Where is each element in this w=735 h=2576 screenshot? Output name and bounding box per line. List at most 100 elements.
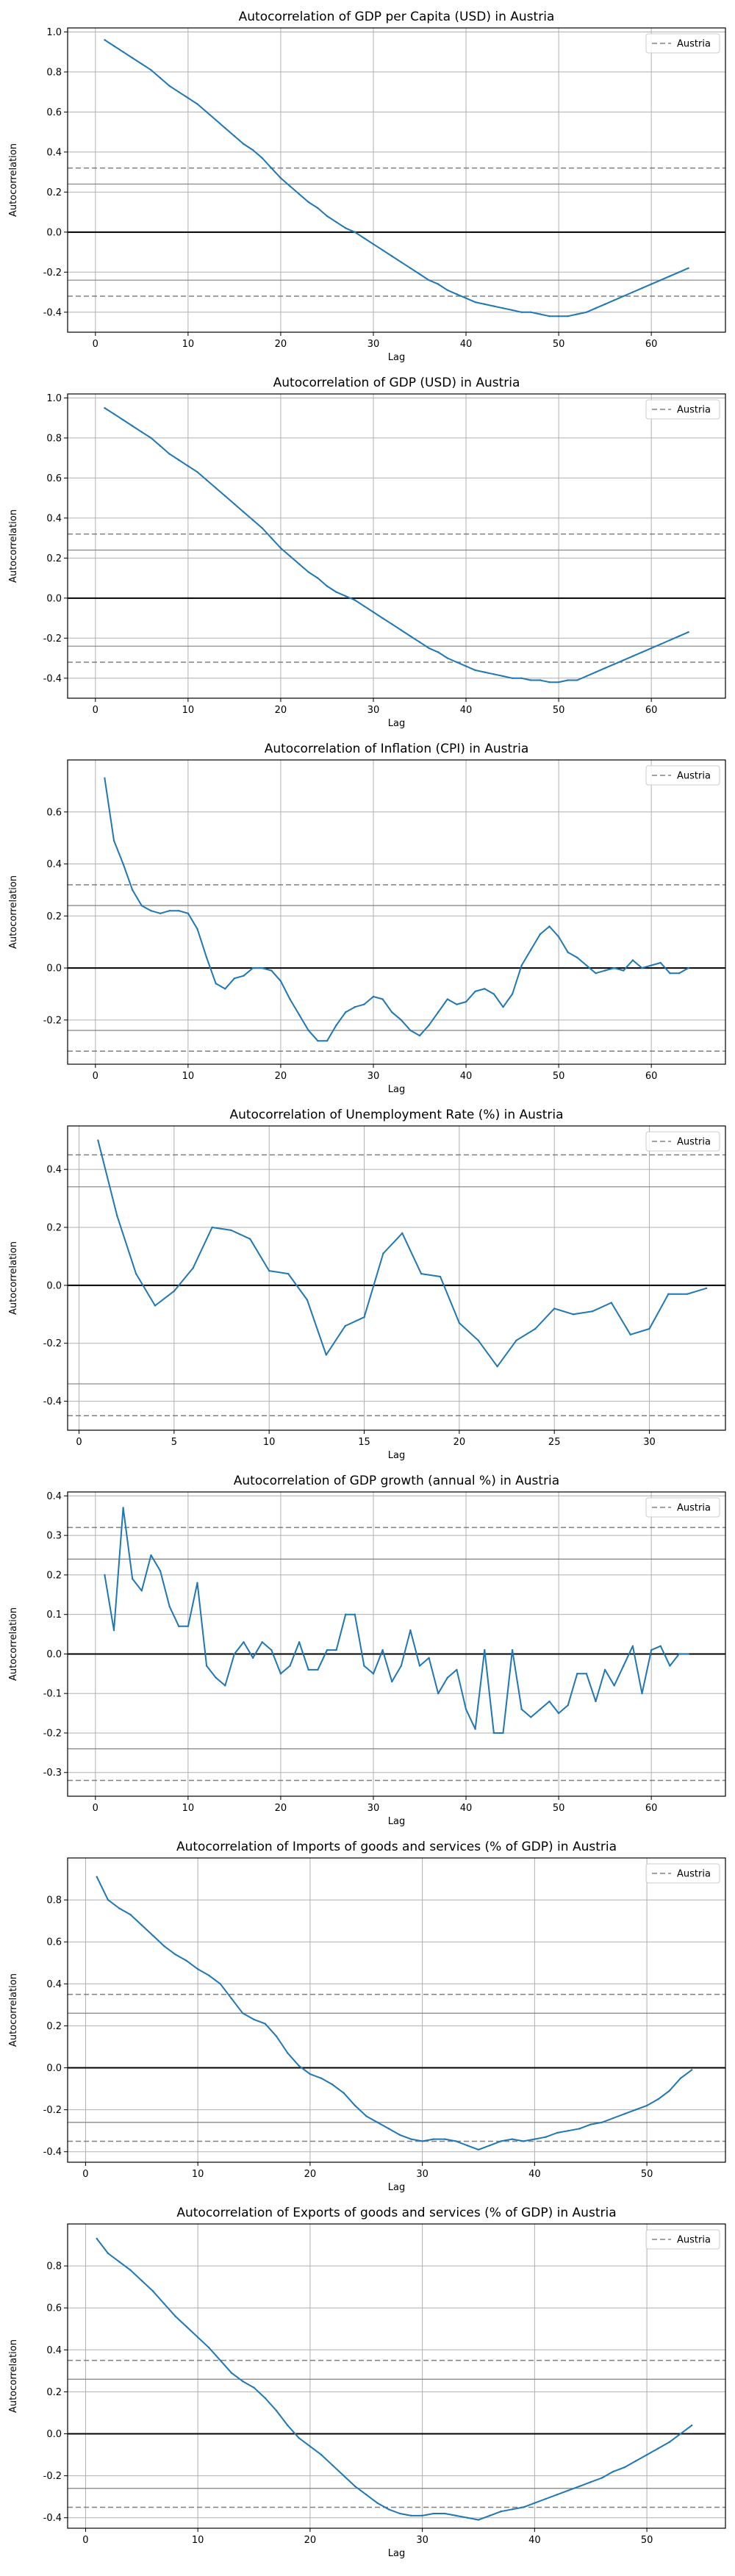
data-point: [129, 2269, 132, 2272]
data-point: [208, 1974, 210, 1977]
data-point: [511, 1648, 514, 1651]
data-point: [446, 1676, 449, 1679]
data-point: [690, 2069, 693, 2071]
y-axis-label: Autocorrelation: [8, 1607, 19, 1681]
data-point: [557, 315, 560, 317]
data-point: [556, 2494, 559, 2496]
data-point: [354, 2485, 356, 2488]
data-point: [409, 1629, 412, 1632]
x-tick-label: 0: [82, 2169, 88, 2180]
data-point: [372, 995, 375, 998]
data-point: [205, 1665, 208, 1667]
chart-panel-7: Autocorrelation of Exports of goods and …: [8, 2206, 726, 2559]
data-point: [678, 635, 681, 637]
data-point: [132, 1578, 134, 1580]
plot-area: [68, 2224, 725, 2528]
data-point: [96, 1876, 98, 1878]
data-point: [629, 1333, 631, 1336]
data-point: [104, 39, 106, 41]
data-point: [539, 1708, 542, 1710]
y-axis-label: Autocorrelation: [8, 2339, 19, 2413]
chart-panel-6: Autocorrelation of Imports of goods and …: [8, 1840, 726, 2193]
chart-title: Autocorrelation of GDP growth (annual %)…: [234, 1474, 559, 1488]
x-tick-label: 0: [82, 2535, 88, 2546]
data-point: [603, 1668, 606, 1671]
data-point: [539, 313, 542, 315]
y-tick-label: 0.4: [46, 1979, 62, 1990]
data-point: [275, 2409, 278, 2412]
y-tick-label: 0.0: [46, 1280, 62, 1291]
data-point: [335, 1024, 337, 1027]
data-point: [326, 1648, 329, 1651]
data-point: [150, 68, 152, 71]
x-tick-label: 10: [182, 1071, 195, 1082]
data-point: [261, 1641, 263, 1643]
data-point: [279, 980, 282, 982]
data-point: [381, 1648, 384, 1651]
y-tick-label: -0.1: [43, 1689, 62, 1700]
data-point: [196, 1968, 199, 1970]
data-point: [354, 1005, 356, 1008]
data-point: [390, 623, 393, 625]
data-point: [623, 1665, 625, 1667]
data-point: [511, 2138, 514, 2140]
x-tick-label: 30: [368, 1803, 380, 1814]
data-point: [690, 2424, 693, 2427]
data-point: [96, 2237, 98, 2240]
data-point: [650, 647, 653, 650]
chart-title: Autocorrelation of Unemployment Rate (%)…: [229, 1108, 563, 1122]
data-point: [174, 1953, 176, 1956]
data-point: [603, 969, 606, 972]
data-point: [326, 585, 329, 587]
y-tick-label: 0.1: [46, 1610, 62, 1621]
x-tick-label: 60: [645, 339, 658, 350]
axes-frame: [67, 1857, 726, 2163]
data-point: [112, 839, 115, 842]
y-tick-label: 0.0: [46, 2063, 62, 2074]
x-tick-label: 10: [182, 339, 195, 350]
data-point: [116, 1215, 118, 1217]
data-point: [211, 1226, 213, 1229]
data-point: [363, 605, 365, 607]
data-point: [484, 671, 486, 673]
y-tick-label: 0.2: [46, 2021, 62, 2032]
data-point: [104, 406, 106, 409]
data-point: [270, 1648, 273, 1651]
data-point: [118, 2261, 121, 2263]
data-point: [623, 2113, 625, 2115]
data-point: [465, 297, 467, 299]
data-point: [289, 555, 291, 557]
data-point: [645, 2453, 648, 2456]
y-tick-label: 0.0: [46, 593, 62, 604]
y-tick-label: -0.4: [43, 673, 62, 684]
data-point: [500, 2510, 502, 2513]
data-point: [104, 1574, 106, 1576]
data-point: [522, 2506, 525, 2508]
data-point: [557, 681, 560, 684]
data-point: [112, 45, 115, 47]
data-point: [687, 1653, 689, 1655]
data-point: [168, 910, 171, 912]
data-point: [466, 2144, 468, 2147]
axes-frame: [67, 1491, 726, 1797]
legend-label: Austria: [677, 1869, 711, 1880]
data-point: [659, 1645, 662, 1647]
x-axis-label: Lag: [388, 1084, 405, 1095]
data-point: [335, 220, 337, 223]
data-point: [187, 912, 190, 914]
data-point: [428, 647, 430, 650]
data-point: [344, 595, 347, 598]
data-point: [477, 2148, 480, 2151]
data-point: [168, 85, 171, 87]
data-point: [243, 975, 245, 977]
data-point: [140, 431, 143, 433]
data-point: [595, 671, 597, 673]
data-point: [344, 227, 347, 229]
data-point: [205, 956, 208, 959]
data-point: [118, 1907, 121, 1909]
data-point: [591, 1310, 594, 1313]
data-point: [122, 419, 124, 421]
data-point: [456, 1003, 458, 1005]
data-point: [205, 111, 208, 113]
legend-label: Austria: [677, 1503, 711, 1514]
